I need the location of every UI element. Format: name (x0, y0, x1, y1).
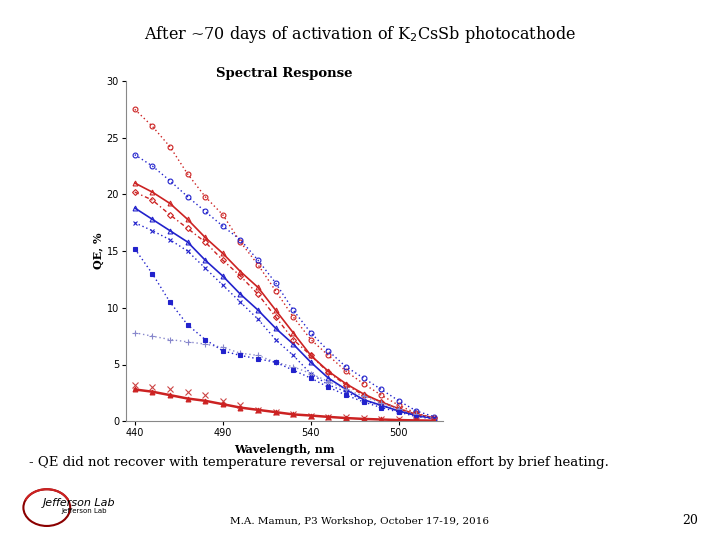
Text: 20: 20 (683, 514, 698, 526)
Text: - QE did not recover with temperature reversal or rejuvenation effort by brief h: - QE did not recover with temperature re… (29, 456, 608, 469)
Text: Jefferson Lab: Jefferson Lab (61, 508, 107, 514)
Y-axis label: QE, %: QE, % (93, 233, 104, 269)
Text: M.A. Mamun, P3 Workshop, October 17-19, 2016: M.A. Mamun, P3 Workshop, October 17-19, … (230, 517, 490, 526)
X-axis label: Wavelength, nm: Wavelength, nm (234, 444, 335, 455)
Title: Spectral Response: Spectral Response (216, 67, 353, 80)
Text: After ~70 days of activation of K$_2$CsSb photocathode: After ~70 days of activation of K$_2$CsS… (144, 24, 576, 45)
Text: Jefferson Lab: Jefferson Lab (43, 497, 116, 508)
